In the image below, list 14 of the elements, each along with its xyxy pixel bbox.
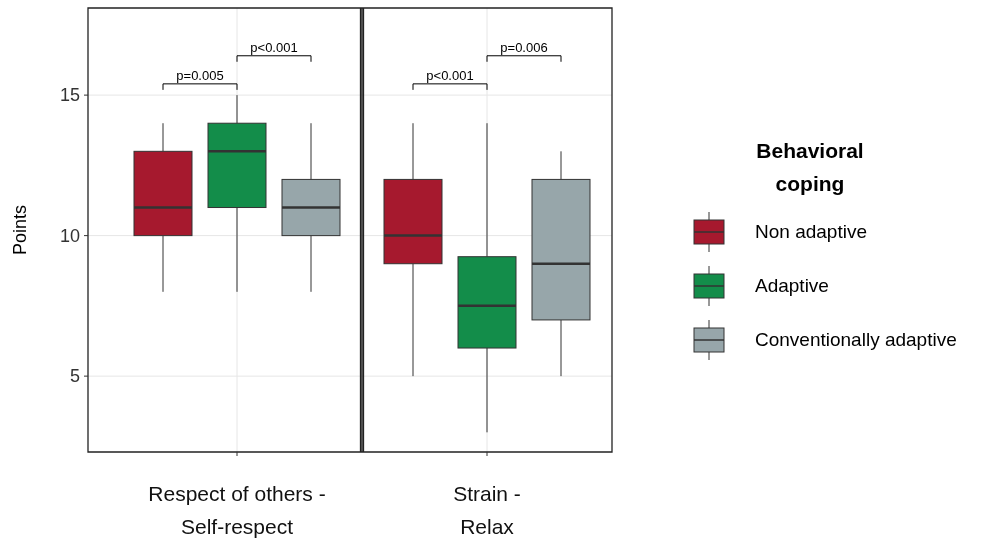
x-tick-label: Strain - Relax <box>453 482 521 538</box>
y-tick-label: 5 <box>69 366 80 387</box>
legend-title: Behavioral coping <box>756 139 864 195</box>
annotation: p=0.005 <box>176 67 224 83</box>
annotation: p<0.001 <box>426 67 474 83</box>
x-tick-label: Respect of others - Self-respect <box>148 482 326 538</box>
legend-label: Conventionally adaptive <box>755 329 957 350</box>
y-tick-label: 10 <box>59 225 80 246</box>
y-tick-label: 15 <box>59 85 80 106</box>
y-axis-title: Points <box>10 204 30 256</box>
annotation: p=0.006 <box>500 39 548 55</box>
annotation: p<0.001 <box>250 39 298 55</box>
legend-label: Non adaptive <box>755 221 867 242</box>
legend-label: Adaptive <box>755 275 829 296</box>
